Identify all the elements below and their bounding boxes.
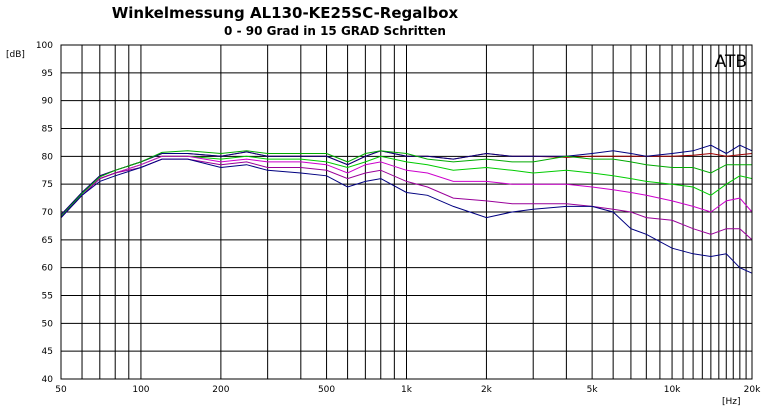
- y-tick-label: 50: [42, 319, 54, 329]
- atb-watermark: ATB: [715, 52, 747, 72]
- x-axis-unit-label: [Hz]: [722, 397, 741, 407]
- x-tick-label: 100: [132, 385, 149, 395]
- x-tick-label: 50: [55, 385, 67, 395]
- y-tick-label: 90: [42, 97, 54, 107]
- y-tick-label: 75: [42, 180, 53, 190]
- y-axis-ticks: 100 95 90 85 80 75 70 65 60 55 50 45 40: [36, 41, 53, 385]
- series-line-3: [60, 150, 752, 217]
- y-tick-label: 40: [42, 375, 54, 385]
- y-tick-label: 85: [42, 125, 53, 135]
- x-axis-ticks: 50 100 200 500 1k 2k 5k 10k 20k: [55, 385, 761, 395]
- y-tick-label: 95: [42, 69, 53, 79]
- chart-grid: [60, 44, 753, 380]
- x-tick-label: 10k: [664, 385, 681, 395]
- plot-frame: [60, 44, 753, 380]
- y-tick-label: 80: [42, 152, 54, 162]
- y-tick-label: 100: [36, 41, 53, 51]
- series-line-7: [60, 158, 753, 274]
- y-tick-label: 65: [42, 236, 53, 246]
- y-tick-label: 60: [42, 264, 54, 274]
- x-tick-label: 1k: [401, 385, 413, 395]
- y-tick-label: 45: [42, 347, 53, 357]
- x-tick-label: 20k: [744, 385, 761, 395]
- y-axis-unit-label: [dB]: [6, 50, 25, 60]
- series-line-5: [60, 155, 753, 218]
- y-tick-label: 70: [42, 208, 54, 218]
- chart-subtitle: 0 - 90 Grad in 15 GRAD Schritten: [224, 24, 446, 38]
- x-tick-label: 2k: [481, 385, 493, 395]
- series-lines: [60, 144, 753, 274]
- x-tick-label: 5k: [587, 385, 599, 395]
- chart-title: Winkelmessung AL130-KE25SC-Regalbox: [112, 4, 459, 22]
- y-tick-label: 55: [42, 292, 53, 302]
- x-tick-label: 200: [212, 385, 229, 395]
- x-tick-label: 500: [318, 385, 335, 395]
